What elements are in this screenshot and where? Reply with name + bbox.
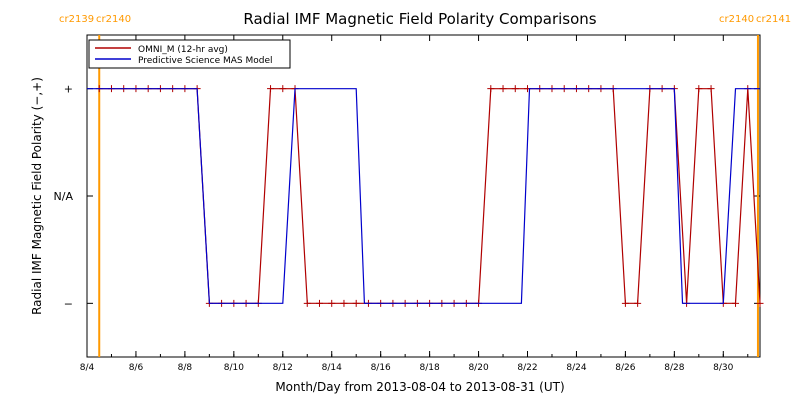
- omni-data-point: [267, 85, 275, 93]
- plot-frame: [86, 34, 761, 358]
- x-tick-label: 8/10: [224, 363, 244, 373]
- omni-data-point: [621, 299, 629, 307]
- omni-series-line: [99, 88, 761, 304]
- omni-data-point: [756, 299, 764, 307]
- x-tick-label: 8/20: [468, 363, 488, 373]
- omni-data-point: [340, 299, 348, 307]
- y-tick-label: N/A: [54, 190, 74, 203]
- series-layer: [87, 85, 764, 307]
- omni-data-point: [352, 299, 360, 307]
- omni-data-point: [303, 299, 311, 307]
- omni-data-point: [695, 85, 703, 93]
- y-axis: − N/A +: [54, 83, 760, 310]
- y-tick-label: +: [64, 83, 73, 96]
- carrington-label-left-b: cr2140: [96, 14, 131, 25]
- omni-data-point: [732, 299, 740, 307]
- omni-data-point: [279, 85, 287, 93]
- omni-data-point: [315, 299, 323, 307]
- x-tick-label: 8/18: [420, 363, 440, 373]
- x-tick-label: 8/28: [664, 363, 684, 373]
- x-tick-label: 8/24: [566, 363, 586, 373]
- x-tick-label: 8/14: [322, 363, 342, 373]
- x-tick-label: 8/4: [80, 363, 95, 373]
- carrington-label-left-a: cr2139: [59, 14, 94, 25]
- x-tick-label: 8/22: [517, 363, 537, 373]
- y-axis-title: Radial IMF Magnetic Field Polarity (−,+): [30, 77, 44, 315]
- chart-title: Radial IMF Magnetic Field Polarity Compa…: [243, 10, 596, 28]
- omni-data-point: [487, 85, 495, 93]
- mas-series-line: [87, 88, 760, 304]
- carrington-label-right-a: cr2140: [719, 14, 754, 25]
- omni-data-point: [499, 85, 507, 93]
- legend-label-omni: OMNI_M (12-hr avg): [138, 45, 228, 55]
- legend-box: [88, 39, 291, 69]
- carrington-label-right-b: cr2141: [756, 14, 791, 25]
- x-axis-title: Month/Day from 2013-08-04 to 2013-08-31 …: [275, 380, 564, 394]
- x-tick-label: 8/8: [178, 363, 193, 373]
- omni-data-point: [511, 85, 519, 93]
- x-tick-label: 8/26: [615, 363, 635, 373]
- x-axis: 8/4 8/6 8/8 8/10 8/12 8/14 8/16 8/18 8/20 8/22 8/2…: [80, 35, 749, 373]
- legend: OMNI_M (12-hr avg) Predictive Science MA…: [88, 39, 291, 69]
- omni-data-point: [328, 299, 336, 307]
- y-tick-label: −: [64, 297, 73, 310]
- omni-data-point: [634, 299, 642, 307]
- x-tick-label: 8/6: [129, 363, 144, 373]
- x-tick-label: 8/16: [371, 363, 391, 373]
- x-tick-label: 8/12: [273, 363, 293, 373]
- omni-data-point: [707, 85, 715, 93]
- legend-label-mas: Predictive Science MAS Model: [138, 56, 273, 66]
- x-tick-label: 8/30: [713, 363, 733, 373]
- carrington-markers: [98, 35, 759, 357]
